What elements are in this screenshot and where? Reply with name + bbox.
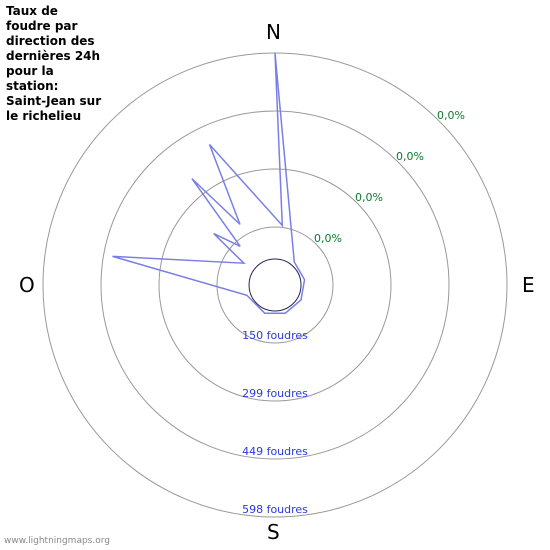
center-hole	[249, 259, 301, 311]
compass-n: N	[266, 20, 281, 44]
chart-title: Taux de foudre par direction des dernièr…	[6, 4, 126, 124]
percent-label: 0,0%	[437, 109, 465, 122]
compass-s: S	[267, 520, 280, 544]
lightning-trace	[113, 53, 305, 313]
foudre-label: 449 foudres	[215, 445, 335, 458]
foudre-label: 299 foudres	[215, 387, 335, 400]
percent-label: 0,0%	[314, 232, 342, 245]
compass-w: O	[19, 273, 35, 297]
foudre-label: 150 foudres	[215, 329, 335, 342]
compass-e: E	[522, 273, 535, 297]
foudre-label: 598 foudres	[215, 503, 335, 516]
lightning-polar-chart: { "title": "Taux de\nfoudre par\ndirecti…	[0, 0, 550, 550]
watermark: www.lightningmaps.org	[4, 536, 110, 546]
percent-label: 0,0%	[396, 150, 424, 163]
percent-label: 0,0%	[355, 191, 383, 204]
